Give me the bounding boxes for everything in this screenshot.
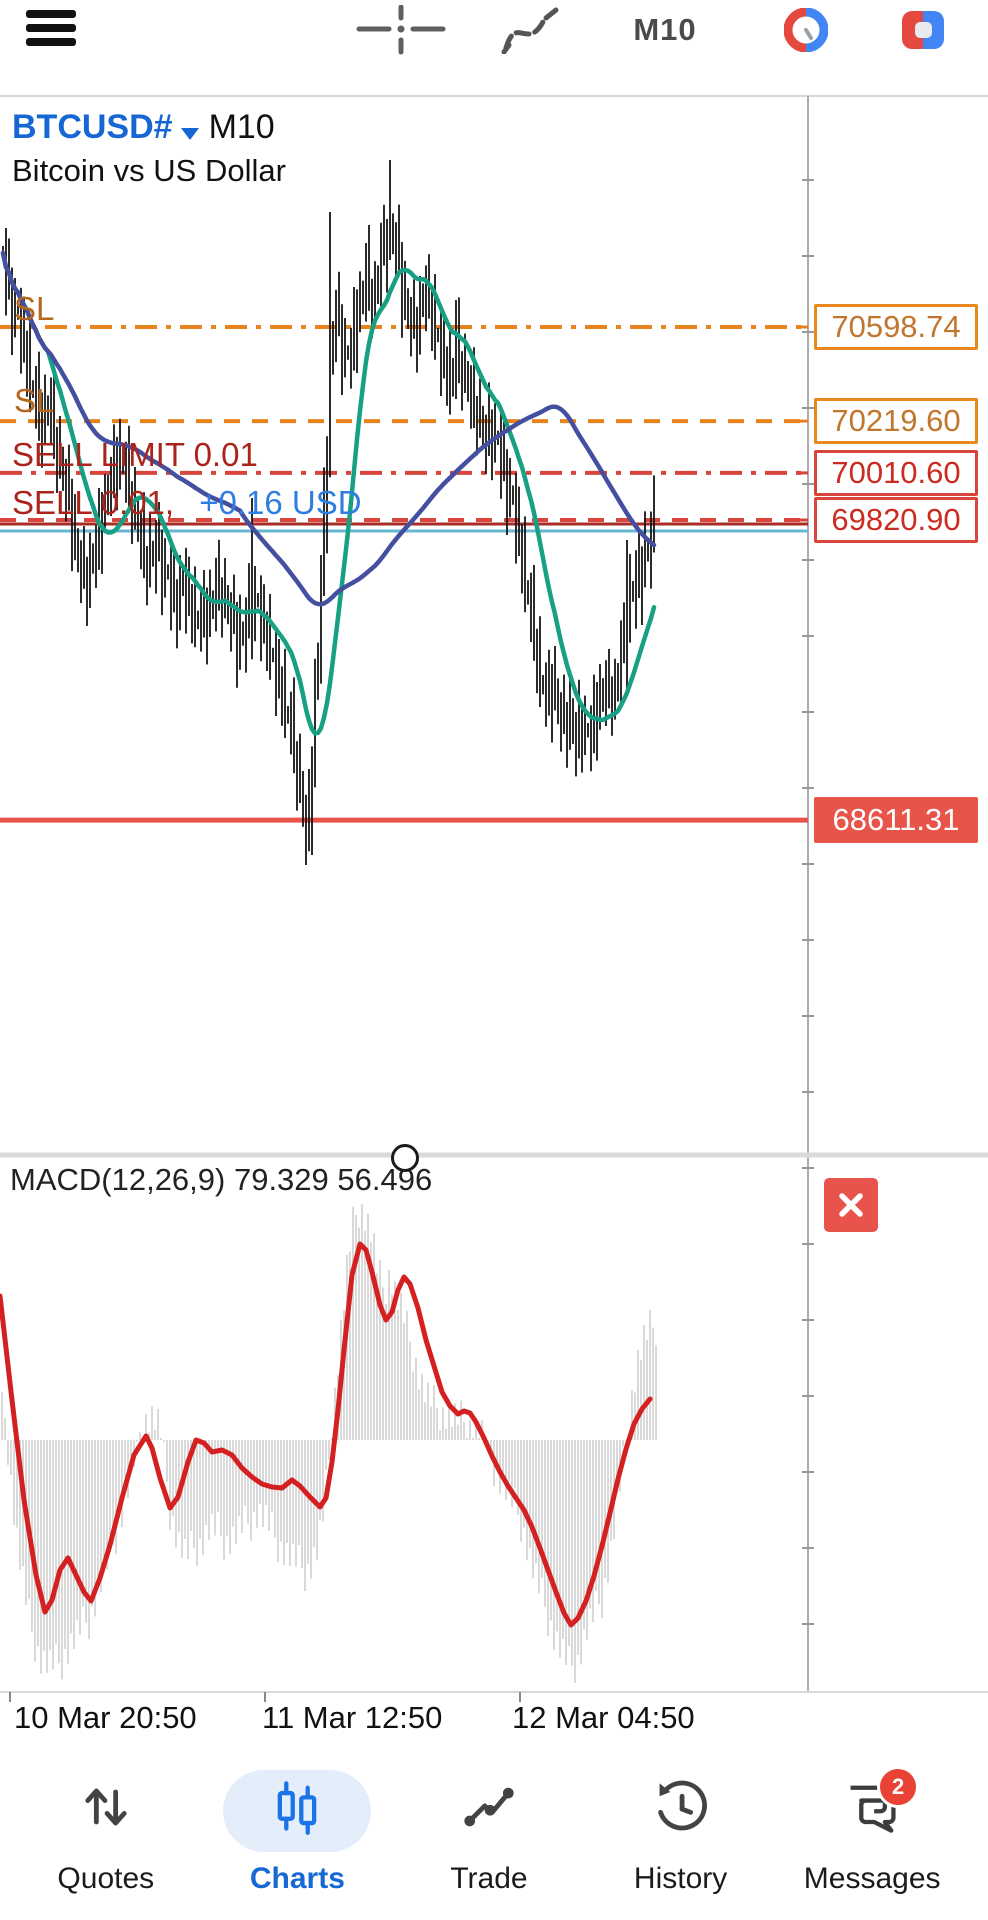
price-label-68611: 68611.31 xyxy=(814,797,978,844)
nav-item-history[interactable]: History xyxy=(585,1760,777,1920)
price-label-70598: 70598.74 xyxy=(814,304,978,350)
close-icon xyxy=(839,1193,863,1217)
position-profit-label: +0.16 USD xyxy=(199,484,362,521)
top-toolbar: M10 xyxy=(0,0,988,60)
history-clock-icon xyxy=(657,1780,707,1831)
nav-label-charts: Charts xyxy=(249,1862,345,1895)
price-label-70219: 70219.60 xyxy=(814,398,978,445)
nav-label-messages: Messages xyxy=(803,1862,941,1895)
nav-label-trade: Trade xyxy=(450,1862,528,1895)
symbol-description: Bitcoin vs US Dollar xyxy=(12,153,286,188)
chart-timeframe: M10 xyxy=(208,108,275,146)
macd-indicator-label: MACD(12,26,9) 79.329 56.496 xyxy=(10,1162,433,1197)
crosshair-button[interactable] xyxy=(356,0,446,60)
split-square-button[interactable] xyxy=(898,0,948,60)
active-tab-pill xyxy=(223,1770,372,1852)
close-indicator-button[interactable] xyxy=(824,1178,878,1232)
open-position-label: SELL 0.01, +0.16 USD xyxy=(12,484,362,522)
trend-line-dots-icon xyxy=(464,1787,514,1827)
x-axis-label-3: 12 Mar 04:50 xyxy=(512,1700,695,1735)
indicator-wave-icon xyxy=(501,7,559,54)
bottom-navigation: Quotes Charts xyxy=(0,1760,988,1920)
nav-label-history: History xyxy=(633,1862,728,1895)
clock-ring-icon xyxy=(784,8,828,52)
arrows-up-down-icon xyxy=(85,1788,127,1826)
chart-header: BTCUSD# M10 Bitcoin vs US Dollar xyxy=(12,108,286,189)
menu-icon xyxy=(26,10,76,46)
x-axis-label-1: 10 Mar 20:50 xyxy=(14,1700,197,1735)
timeframe-label: M10 xyxy=(633,12,697,47)
symbol-name[interactable]: BTCUSD# xyxy=(12,108,173,146)
nav-label-quotes: Quotes xyxy=(57,1862,155,1895)
price-label-69820: 69820.90 xyxy=(814,496,978,543)
stop-loss-label-upper: SL xyxy=(14,290,55,327)
panel-divider-handle[interactable] xyxy=(391,1144,419,1172)
nav-item-quotes[interactable]: Quotes xyxy=(10,1760,202,1920)
nav-item-charts[interactable]: Charts xyxy=(202,1760,394,1920)
nav-item-messages[interactable]: 2 Messages xyxy=(776,1760,968,1920)
x-axis-label-2: 11 Mar 12:50 xyxy=(262,1700,443,1735)
chevron-down-icon[interactable] xyxy=(180,127,199,140)
stop-loss-label-lower: SL xyxy=(14,382,55,419)
nav-item-trade[interactable]: Trade xyxy=(393,1760,585,1920)
timeframe-button[interactable]: M10 xyxy=(620,0,710,60)
indicators-button[interactable] xyxy=(498,0,564,60)
crosshair-icon xyxy=(356,5,446,55)
menu-button[interactable] xyxy=(18,0,84,60)
clock-ring-button[interactable] xyxy=(782,0,830,60)
sell-limit-label: SELL LIMIT 0.01 xyxy=(12,436,258,473)
candlestick-chart-icon xyxy=(278,1781,317,1835)
position-type-label: SELL 0.01, xyxy=(12,484,175,521)
price-label-70010: 70010.60 xyxy=(814,449,978,496)
messages-badge: 2 xyxy=(877,1766,920,1808)
split-square-icon xyxy=(902,11,944,49)
